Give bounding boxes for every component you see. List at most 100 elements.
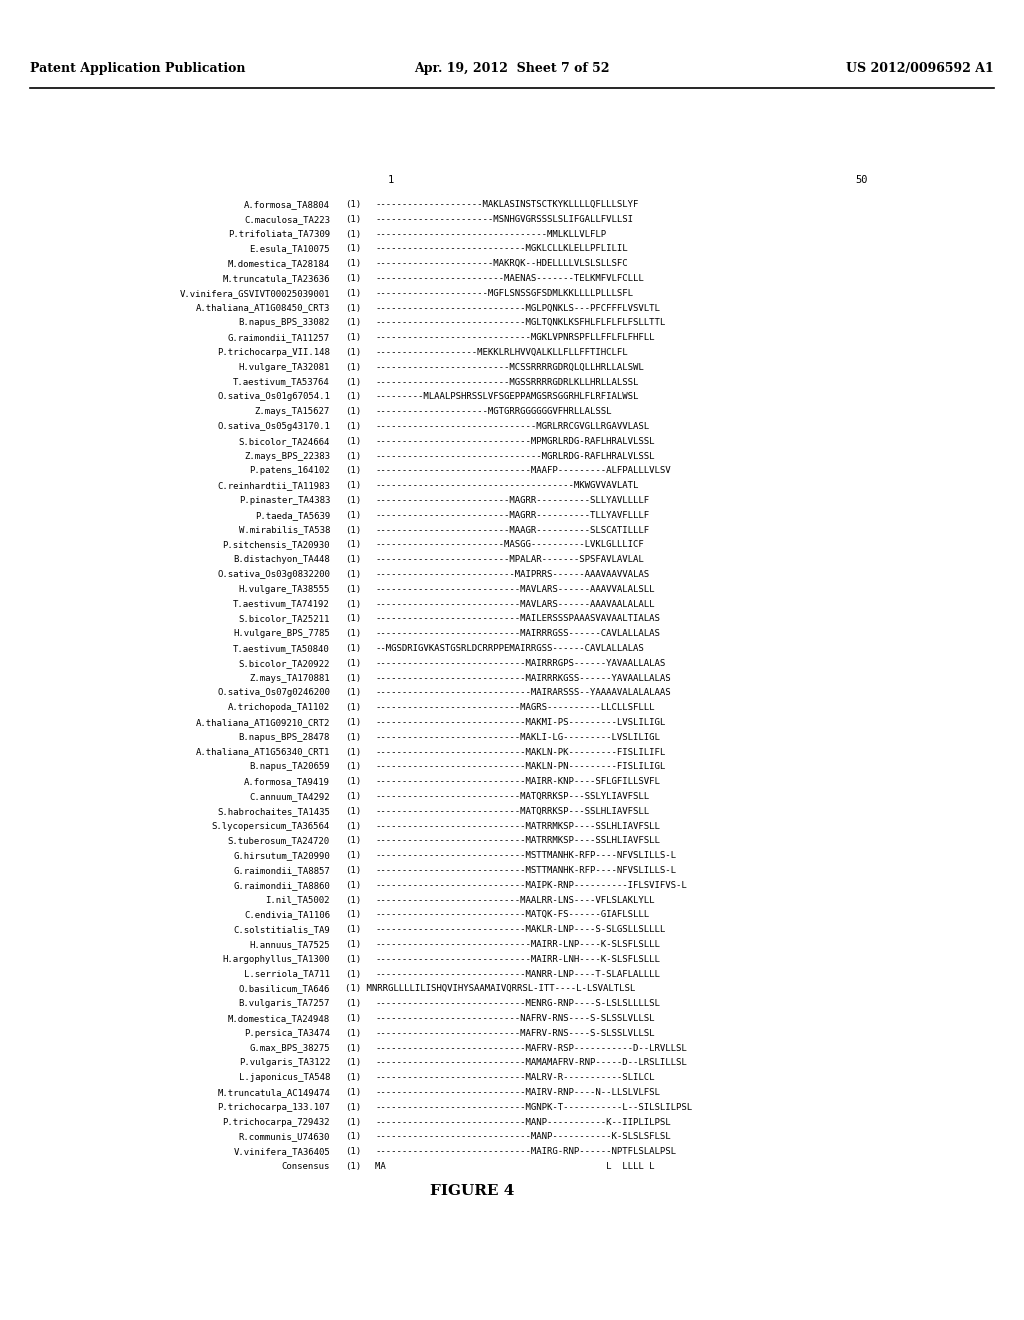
Text: (1): (1) (345, 747, 361, 756)
Text: ---------------------------MAILERSSSPAAASVAVAALTIALAS: ---------------------------MAILERSSSPAAA… (375, 614, 659, 623)
Text: C.reinhardtii_TA11983: C.reinhardtii_TA11983 (217, 482, 330, 490)
Text: (1): (1) (345, 230, 361, 239)
Text: (1): (1) (345, 496, 361, 506)
Text: (1): (1) (345, 763, 361, 771)
Text: (1) MNRRGLLLLILISHQVIHYSAAMAIVQRRSL-ITT----L-LSVALTLSL: (1) MNRRGLLLLILISHQVIHYSAAMAIVQRRSL-ITT-… (345, 985, 641, 994)
Text: ----------------------------MGKLCLLKLELLPFLILIL: ----------------------------MGKLCLLKLELL… (375, 244, 628, 253)
Text: T.aestivum_TA50840: T.aestivum_TA50840 (233, 644, 330, 653)
Text: ----------------------------MAIRRRGPS------YAVAALLALAS: ----------------------------MAIRRRGPS---… (375, 659, 666, 668)
Text: -------------------------MPALAR-------SPSFAVLAVLAL: -------------------------MPALAR-------SP… (375, 556, 644, 564)
Text: ----------------------------MAKLR-LNP----S-SLGSLLSLLLL: ----------------------------MAKLR-LNP---… (375, 925, 666, 935)
Text: M.truncatula_AC149474: M.truncatula_AC149474 (217, 1088, 330, 1097)
Text: (1): (1) (345, 880, 361, 890)
Text: (1): (1) (345, 644, 361, 653)
Text: ---------------------------MAIRRRGSS------CAVLALLALAS: ---------------------------MAIRRRGSS----… (375, 630, 659, 638)
Text: (1): (1) (345, 851, 361, 861)
Text: Patent Application Publication: Patent Application Publication (30, 62, 246, 75)
Text: (1): (1) (345, 911, 361, 920)
Text: Consensus: Consensus (282, 1162, 330, 1171)
Text: (1): (1) (345, 318, 361, 327)
Text: (1): (1) (345, 333, 361, 342)
Text: (1): (1) (345, 363, 361, 372)
Text: ---------------------------NAFRV-RNS----S-SLSSLVLLSL: ---------------------------NAFRV-RNS----… (375, 1014, 654, 1023)
Text: H.vulgare_TA32081: H.vulgare_TA32081 (239, 363, 330, 372)
Text: (1): (1) (345, 289, 361, 298)
Text: A.thaliana_AT1G56340_CRT1: A.thaliana_AT1G56340_CRT1 (196, 747, 330, 756)
Text: -------------------------MAGRR----------TLLYAVFLLLF: -------------------------MAGRR----------… (375, 511, 649, 520)
Text: T.aestivum_TA74192: T.aestivum_TA74192 (233, 599, 330, 609)
Text: ----------------------------MAIRV-RNP----N--LLSLVLFSL: ----------------------------MAIRV-RNP---… (375, 1088, 659, 1097)
Text: (1): (1) (345, 451, 361, 461)
Text: (1): (1) (345, 540, 361, 549)
Text: (1): (1) (345, 807, 361, 816)
Text: A.formosa_TA8804: A.formosa_TA8804 (244, 201, 330, 209)
Text: E.esula_TA10075: E.esula_TA10075 (250, 244, 330, 253)
Text: R.communis_U74630: R.communis_U74630 (239, 1133, 330, 1142)
Text: P.vulgaris_TA3122: P.vulgaris_TA3122 (239, 1059, 330, 1068)
Text: (1): (1) (345, 466, 361, 475)
Text: (1): (1) (345, 1073, 361, 1082)
Text: ----------------------MAKRQK--HDELLLLVLSLSLLSFC: ----------------------MAKRQK--HDELLLLVLS… (375, 259, 628, 268)
Text: A.thaliana_AT1G09210_CRT2: A.thaliana_AT1G09210_CRT2 (196, 718, 330, 727)
Text: H.annuus_TA7525: H.annuus_TA7525 (250, 940, 330, 949)
Text: -----------------------------MAIRG-RNP------NPTFLSLALPSL: -----------------------------MAIRG-RNP--… (375, 1147, 676, 1156)
Text: 50: 50 (855, 176, 868, 185)
Text: ----------------------------MAKLN-PK---------FISLILIFL: ----------------------------MAKLN-PK----… (375, 747, 666, 756)
Text: S.tuberosum_TA24720: S.tuberosum_TA24720 (228, 837, 330, 845)
Text: S.bicolor_TA25211: S.bicolor_TA25211 (239, 614, 330, 623)
Text: -----------------------------MAIRR-LNP----K-SLSFLSLLL: -----------------------------MAIRR-LNP--… (375, 940, 659, 949)
Text: A.thaliana_AT1G08450_CRT3: A.thaliana_AT1G08450_CRT3 (196, 304, 330, 313)
Text: (1): (1) (345, 1147, 361, 1156)
Text: (1): (1) (345, 378, 361, 387)
Text: -------------------------------MGRLRDG-RAFLHRALVLSSL: -------------------------------MGRLRDG-R… (375, 451, 654, 461)
Text: S.bicolor_TA24664: S.bicolor_TA24664 (239, 437, 330, 446)
Text: -----------------------------MANP-----------K-SLSLSFLSL: -----------------------------MANP-------… (375, 1133, 671, 1142)
Text: (1): (1) (345, 630, 361, 638)
Text: P.taeda_TA5639: P.taeda_TA5639 (255, 511, 330, 520)
Text: -------------------------MCSSRRRRGDRQLQLLHRLLALSWL: -------------------------MCSSRRRRGDRQLQL… (375, 363, 644, 372)
Text: P.trichocarpa_729432: P.trichocarpa_729432 (222, 1118, 330, 1126)
Text: (1): (1) (345, 1102, 361, 1111)
Text: -------------------MEKKLRLHVVQALKLLFLLFFTIHCLFL: -------------------MEKKLRLHVVQALKLLFLLFF… (375, 348, 628, 356)
Text: (1): (1) (345, 422, 361, 432)
Text: M.domestica_TA28184: M.domestica_TA28184 (228, 259, 330, 268)
Text: ---------------------------MAFRV-RNS----S-SLSSLVLLSL: ---------------------------MAFRV-RNS----… (375, 1028, 654, 1038)
Text: ------------------------MASGG----------LVKLGLLLICF: ------------------------MASGG----------L… (375, 540, 644, 549)
Text: O.sativa_Os03g0832200: O.sativa_Os03g0832200 (217, 570, 330, 579)
Text: (1): (1) (345, 585, 361, 594)
Text: ----------------------MSNHGVGRSSSLSLIFGALLFVLLSI: ----------------------MSNHGVGRSSSLSLIFGA… (375, 215, 633, 224)
Text: ----------------------------MAMAMAFRV-RNP-----D--LRSLILLSL: ----------------------------MAMAMAFRV-RN… (375, 1059, 687, 1068)
Text: P.persica_TA3474: P.persica_TA3474 (244, 1028, 330, 1038)
Text: (1): (1) (345, 1028, 361, 1038)
Text: C.maculosa_TA223: C.maculosa_TA223 (244, 215, 330, 224)
Text: P.trichocarpa_VII.148: P.trichocarpa_VII.148 (217, 348, 330, 356)
Text: P.pinaster_TA4383: P.pinaster_TA4383 (239, 496, 330, 506)
Text: (1): (1) (345, 777, 361, 787)
Text: ---------------------MGFLSNSSGFSDMLKKLLLLPLLLSFL: ---------------------MGFLSNSSGFSDMLKKLLL… (375, 289, 633, 298)
Text: (1): (1) (345, 1118, 361, 1126)
Text: S.lycopersicum_TA36564: S.lycopersicum_TA36564 (212, 821, 330, 830)
Text: O.sativa_Os07g0246200: O.sativa_Os07g0246200 (217, 689, 330, 697)
Text: (1): (1) (345, 837, 361, 845)
Text: ----------------------------MENRG-RNP----S-LSLSLLLLSL: ----------------------------MENRG-RNP---… (375, 999, 659, 1008)
Text: ----------------------------MAKLN-PN---------FISLILIGL: ----------------------------MAKLN-PN----… (375, 763, 666, 771)
Text: C.endivia_TA1106: C.endivia_TA1106 (244, 911, 330, 920)
Text: Z.mays_TA15627: Z.mays_TA15627 (255, 407, 330, 416)
Text: (1): (1) (345, 866, 361, 875)
Text: ----------------------------MATQK-FS------GIAFLSLLL: ----------------------------MATQK-FS----… (375, 911, 649, 920)
Text: --------------------------MAIPRRS------AAAVAAVVALAS: --------------------------MAIPRRS------A… (375, 570, 649, 579)
Text: ---------------------------MAVLARS------AAAVVALALSLL: ---------------------------MAVLARS------… (375, 585, 654, 594)
Text: (1): (1) (345, 570, 361, 579)
Text: ----------------------------MATRRMKSP----SSLHLIAVFSLL: ----------------------------MATRRMKSP---… (375, 821, 659, 830)
Text: ---------------------------MATQRRKSP---SSLHLIAVFSLL: ---------------------------MATQRRKSP---S… (375, 807, 649, 816)
Text: (1): (1) (345, 392, 361, 401)
Text: (1): (1) (345, 1133, 361, 1142)
Text: ---------------------------MAVLARS------AAAVAALALALL: ---------------------------MAVLARS------… (375, 599, 654, 609)
Text: Z.mays_TA170881: Z.mays_TA170881 (250, 673, 330, 682)
Text: (1): (1) (345, 673, 361, 682)
Text: (1): (1) (345, 954, 361, 964)
Text: (1): (1) (345, 348, 361, 356)
Text: (1): (1) (345, 925, 361, 935)
Text: --------------------------------MMLKLLVLFLP: --------------------------------MMLKLLVL… (375, 230, 606, 239)
Text: B.napus_BPS_33082: B.napus_BPS_33082 (239, 318, 330, 327)
